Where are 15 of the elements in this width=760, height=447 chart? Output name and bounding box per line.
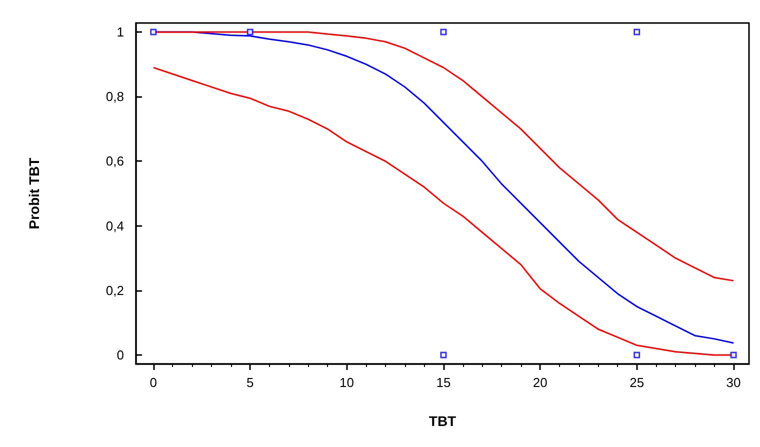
x-axis-title: TBT — [428, 413, 457, 429]
y-tick-label: 0,4 — [106, 218, 124, 234]
y-tick-label: 0,8 — [106, 89, 124, 104]
x-tick-label: 5 — [246, 375, 254, 390]
y-axis-title: Probit TBT — [26, 157, 42, 230]
x-tick-label: 30 — [726, 375, 741, 390]
x-tick-label: 0 — [150, 375, 158, 390]
y-tick-label: 0,2 — [106, 282, 124, 298]
x-tick-label: 20 — [532, 375, 548, 390]
y-tick-label: 0 — [116, 347, 124, 362]
y-tick-label: 0,6 — [106, 154, 124, 169]
y-tick-label: 1 — [116, 24, 124, 40]
x-tick-label: 25 — [630, 375, 644, 390]
x-tick-label: 15 — [436, 375, 451, 390]
x-tick-label: 10 — [340, 375, 354, 390]
